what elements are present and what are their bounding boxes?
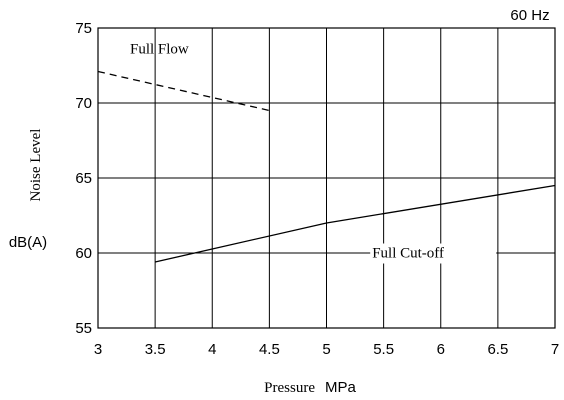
x-tick-label-0: 3 bbox=[94, 341, 102, 358]
frequency-label: 60 Hz bbox=[510, 7, 549, 24]
x-tick-label-3: 4.5 bbox=[259, 341, 280, 358]
x-tick-label-1: 3.5 bbox=[145, 341, 166, 358]
series-label-1: Full Cut-off bbox=[372, 246, 444, 262]
y-axis-label: Noise Level bbox=[28, 129, 44, 202]
y-tick-label-4: 75 bbox=[75, 20, 92, 37]
series-label-backing-1 bbox=[370, 243, 497, 264]
x-axis-label-unit: MPa bbox=[325, 379, 357, 396]
x-tick-label-2: 4 bbox=[208, 341, 216, 358]
series-line-1 bbox=[154, 184, 556, 263]
x-axis-label: Pressure MPa bbox=[264, 379, 356, 396]
y-tick-label-3: 70 bbox=[75, 95, 92, 112]
x-tick-label-8: 7 bbox=[551, 341, 559, 358]
series-labels: Full Flow Full Cut-off bbox=[130, 42, 497, 264]
x-tick-label-6: 6 bbox=[437, 341, 445, 358]
y-tick-label-0: 55 bbox=[75, 320, 92, 337]
grid-lines bbox=[98, 28, 555, 328]
series-lines bbox=[97, 70, 556, 263]
x-tick-label-7: 6.5 bbox=[487, 341, 508, 358]
y-tick-label-1: 60 bbox=[75, 245, 92, 262]
x-tick-label-5: 5.5 bbox=[373, 341, 394, 358]
x-tick-labels: 3 3.5 4 4.5 5 5.5 6 6.5 7 bbox=[94, 341, 559, 358]
y-tick-labels: 55 60 65 70 75 bbox=[75, 20, 92, 337]
y-tick-label-2: 65 bbox=[75, 170, 92, 187]
y-axis-unit: dB(A) bbox=[9, 234, 47, 251]
series-label-0: Full Flow bbox=[130, 42, 189, 58]
series-line-0 bbox=[97, 70, 270, 112]
x-tick-label-4: 5 bbox=[322, 341, 330, 358]
x-axis-label-text: Pressure bbox=[264, 380, 315, 396]
plot-frame bbox=[97, 27, 556, 329]
